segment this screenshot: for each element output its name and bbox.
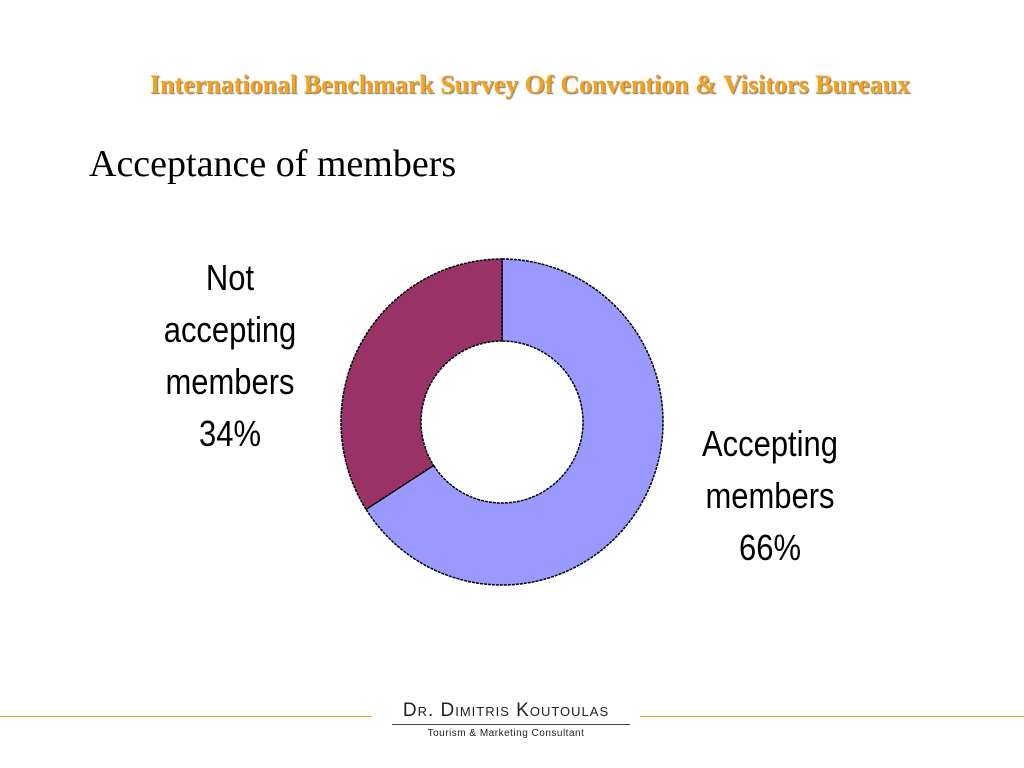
- slide-title: Acceptance of members: [89, 143, 457, 185]
- slice-label-accepting: Accepting members 66%: [684, 418, 856, 574]
- footer-divider-left: [0, 716, 372, 717]
- slice-label-line: members: [705, 475, 835, 516]
- footer-divider-right: [640, 716, 1024, 717]
- footer-author-subtitle: Tourism & Marketing Consultant: [427, 728, 585, 739]
- donut-slice-not-accepting: [340, 258, 503, 511]
- slice-label-not-accepting: Not accepting members 34%: [144, 252, 316, 460]
- footer-name-underline: [392, 724, 630, 725]
- presentation-header-title: International Benchmark Survey Of Conven…: [149, 70, 911, 99]
- slice-label-line: accepting: [163, 309, 297, 350]
- slice-value-label: 34%: [199, 413, 261, 454]
- donut-slice-accepting: [365, 258, 664, 586]
- slice-label-line: Accepting: [702, 423, 838, 464]
- slice-label-line: members: [165, 361, 295, 402]
- slice-label-line: Not: [205, 257, 255, 298]
- footer-author-name: Dr. Dimitris Koutoulas: [402, 700, 610, 721]
- slice-value-label: 66%: [739, 527, 801, 568]
